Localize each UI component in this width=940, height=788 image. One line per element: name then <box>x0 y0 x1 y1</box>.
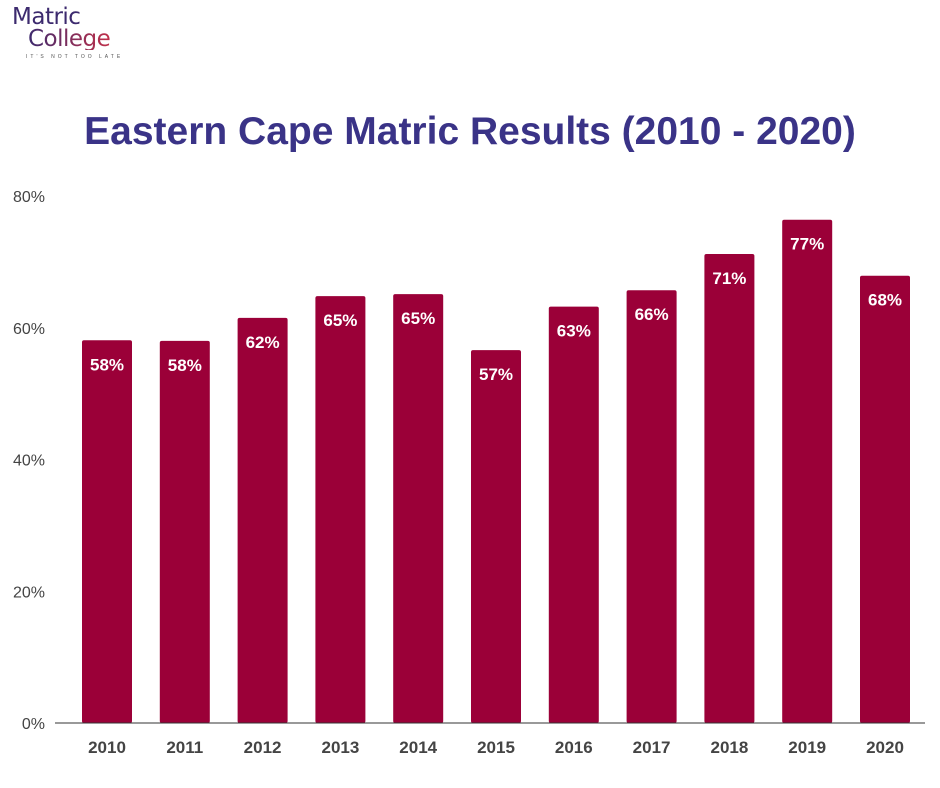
x-tick-label: 2015 <box>477 738 515 757</box>
y-tick-label: 60% <box>13 321 45 338</box>
bar-2013 <box>315 296 366 723</box>
x-tick-label: 2020 <box>866 738 904 757</box>
bar-2011 <box>159 340 210 723</box>
data-label: 65% <box>401 309 435 328</box>
bar-2018 <box>704 253 755 723</box>
x-tick-label: 2018 <box>710 738 748 757</box>
data-label: 62% <box>246 333 280 352</box>
data-label: 58% <box>90 355 124 374</box>
data-label: 71% <box>712 269 746 288</box>
data-label: 65% <box>323 311 357 330</box>
x-tick-label: 2010 <box>88 738 126 757</box>
bar-2016 <box>548 306 599 723</box>
y-tick-label: 40% <box>13 453 45 470</box>
bar-2010 <box>82 340 132 723</box>
x-tick-label: 2016 <box>555 738 593 757</box>
bar-2012 <box>237 317 288 723</box>
data-label: 58% <box>168 356 202 375</box>
y-tick-label: 0% <box>22 716 45 733</box>
data-label: 68% <box>868 291 902 310</box>
bar-2019 <box>782 219 833 723</box>
logo-line2: College <box>28 26 111 52</box>
chart-title: Eastern Cape Matric Results (2010 - 2020… <box>84 110 856 153</box>
bar-2020 <box>860 275 910 723</box>
x-tick-label: 2019 <box>788 738 826 757</box>
x-tick-label: 2012 <box>244 738 282 757</box>
logo: Matric College IT'S NOT TOO LATE <box>10 4 140 61</box>
x-tick-label: 2014 <box>399 738 437 757</box>
x-tick-label: 2013 <box>321 738 359 757</box>
bar-2014 <box>393 294 444 723</box>
data-label: 63% <box>557 322 591 341</box>
y-tick-label: 20% <box>13 584 45 601</box>
data-label: 66% <box>635 305 669 324</box>
logo-tagline: IT'S NOT TOO LATE <box>26 54 124 60</box>
bar-2017 <box>626 290 677 723</box>
y-tick-label: 80% <box>13 189 45 206</box>
data-label: 77% <box>790 235 824 254</box>
logo-line1: Matric <box>12 4 81 30</box>
bar-2015 <box>471 350 521 723</box>
data-label: 57% <box>479 365 513 384</box>
x-tick-label: 2017 <box>633 738 671 757</box>
x-tick-label: 2011 <box>166 738 203 757</box>
